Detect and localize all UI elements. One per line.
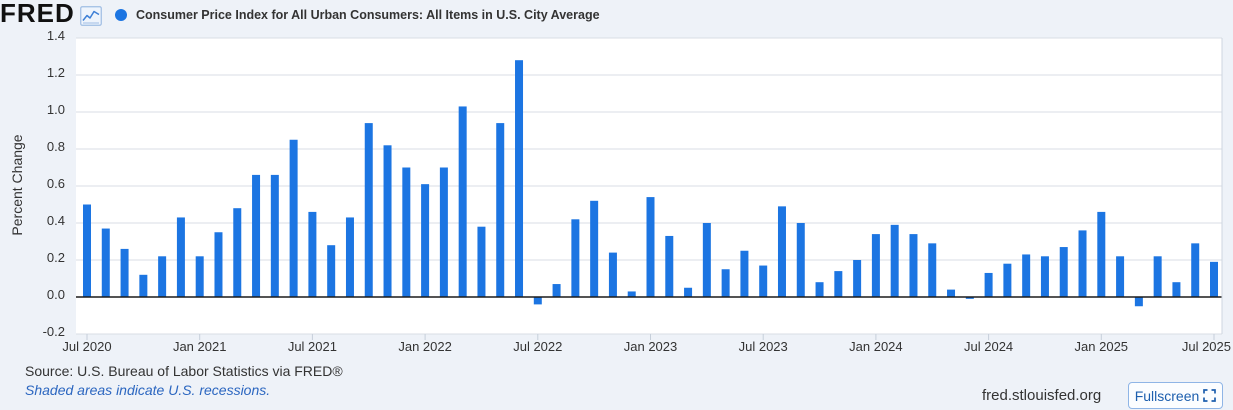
- y-axis-title: Percent Change: [9, 134, 25, 235]
- series-color-dot: [115, 9, 127, 21]
- bar: [834, 271, 843, 297]
- bar: [1003, 263, 1012, 297]
- y-tick-label: 0.0: [47, 287, 65, 302]
- bar: [947, 289, 956, 297]
- source-note: Source: U.S. Bureau of Labor Statistics …: [25, 363, 343, 379]
- bar: [515, 60, 524, 298]
- bar: [965, 297, 974, 299]
- x-tick-label: Jan 2025: [1075, 339, 1129, 354]
- bar-series: [83, 60, 1218, 307]
- fred-logo-text: FRED: [0, 0, 75, 28]
- bar: [477, 226, 486, 297]
- bar: [195, 256, 204, 297]
- x-tick-label: Jul 2025: [1182, 339, 1231, 354]
- bar: [1040, 256, 1049, 297]
- bar: [702, 223, 711, 297]
- y-tick-label: -0.2: [43, 324, 65, 339]
- bar: [158, 256, 167, 297]
- bar: [458, 106, 467, 297]
- bar: [1097, 211, 1106, 297]
- chart: 1.4 1.2 1.0 0.8 0.6 0.4 0.2 0.0 -0.2 Jul 2020 Jan…: [9, 28, 1231, 354]
- bar: [1078, 230, 1087, 297]
- bar: [252, 174, 261, 297]
- bar: [871, 234, 880, 297]
- bar: [83, 204, 91, 297]
- bar: [101, 228, 110, 297]
- recession-note: Shaded areas indicate U.S. recessions.: [25, 382, 271, 398]
- bar: [308, 211, 317, 297]
- bar: [796, 223, 805, 297]
- bar: [1059, 247, 1068, 297]
- x-tick-label: Jan 2024: [849, 339, 903, 354]
- y-tick-label: 0.4: [47, 213, 65, 228]
- bar: [327, 245, 336, 297]
- y-tick-label: 0.6: [47, 176, 65, 191]
- fred-logo[interactable]: FRED: [0, 0, 104, 28]
- bar: [439, 167, 448, 297]
- bar: [139, 274, 148, 297]
- bar: [496, 123, 505, 297]
- site-link[interactable]: fred.stlouisfed.org: [982, 387, 1102, 404]
- bar: [1134, 297, 1143, 307]
- bar: [402, 167, 411, 297]
- bar: [1022, 254, 1031, 297]
- y-tick-label: 1.0: [47, 102, 65, 117]
- bar: [533, 297, 542, 305]
- bar: [176, 217, 185, 297]
- bar: [571, 219, 580, 297]
- bar: [759, 265, 768, 297]
- bar: [1210, 261, 1218, 297]
- bar: [120, 248, 129, 297]
- bar: [289, 139, 298, 297]
- y-tick-label: 0.2: [47, 250, 65, 265]
- y-tick-label: 0.8: [47, 139, 65, 154]
- bar: [233, 208, 242, 297]
- bar: [1116, 256, 1125, 297]
- bar: [646, 197, 655, 297]
- fullscreen-button-label: Fullscreen: [1134, 387, 1200, 404]
- fullscreen-button[interactable]: Fullscreen: [1128, 382, 1223, 409]
- x-tick-label: Jan 2022: [398, 339, 452, 354]
- bar: [421, 184, 430, 297]
- bar: [890, 224, 899, 297]
- bar: [214, 232, 223, 297]
- bar: [552, 284, 561, 297]
- line-chart-icon: [80, 6, 102, 26]
- bar: [853, 260, 862, 297]
- bar: [928, 243, 937, 297]
- bar: [815, 282, 824, 297]
- bar: [1191, 243, 1200, 297]
- y-tick-label: 1.2: [47, 65, 65, 80]
- fullscreen-icon: [1203, 389, 1217, 402]
- x-tick-label: Jan 2021: [173, 339, 227, 354]
- bar: [345, 217, 354, 297]
- bar: [364, 123, 373, 297]
- y-axis: 1.4 1.2 1.0 0.8 0.6 0.4 0.2 0.0 -0.2: [43, 28, 65, 339]
- bar: [590, 200, 599, 297]
- bar: [909, 234, 918, 297]
- bar: [1153, 256, 1162, 297]
- bar: [627, 291, 636, 297]
- x-tick-label: Jul 2022: [513, 339, 562, 354]
- x-tick-label: Jul 2021: [288, 339, 337, 354]
- bar: [777, 206, 786, 297]
- bar: [1172, 282, 1181, 297]
- bar: [984, 272, 993, 297]
- x-tick-label: Jan 2023: [624, 339, 678, 354]
- x-tick-label: Jul 2020: [62, 339, 111, 354]
- bar: [740, 250, 749, 297]
- bar: [721, 269, 730, 297]
- bar: [608, 252, 617, 297]
- bar: [684, 287, 693, 297]
- bar: [665, 235, 674, 297]
- x-axis: Jul 2020 Jan 2021 Jul 2021 Jan 2022 Jul 2022…: [62, 334, 1231, 354]
- bar: [270, 174, 279, 297]
- y-tick-label: 1.4: [47, 28, 65, 43]
- x-tick-label: Jul 2024: [964, 339, 1013, 354]
- series-title-link[interactable]: Consumer Price Index for All Urban Consu…: [136, 8, 600, 22]
- x-tick-label: Jul 2023: [739, 339, 788, 354]
- bar: [383, 145, 392, 297]
